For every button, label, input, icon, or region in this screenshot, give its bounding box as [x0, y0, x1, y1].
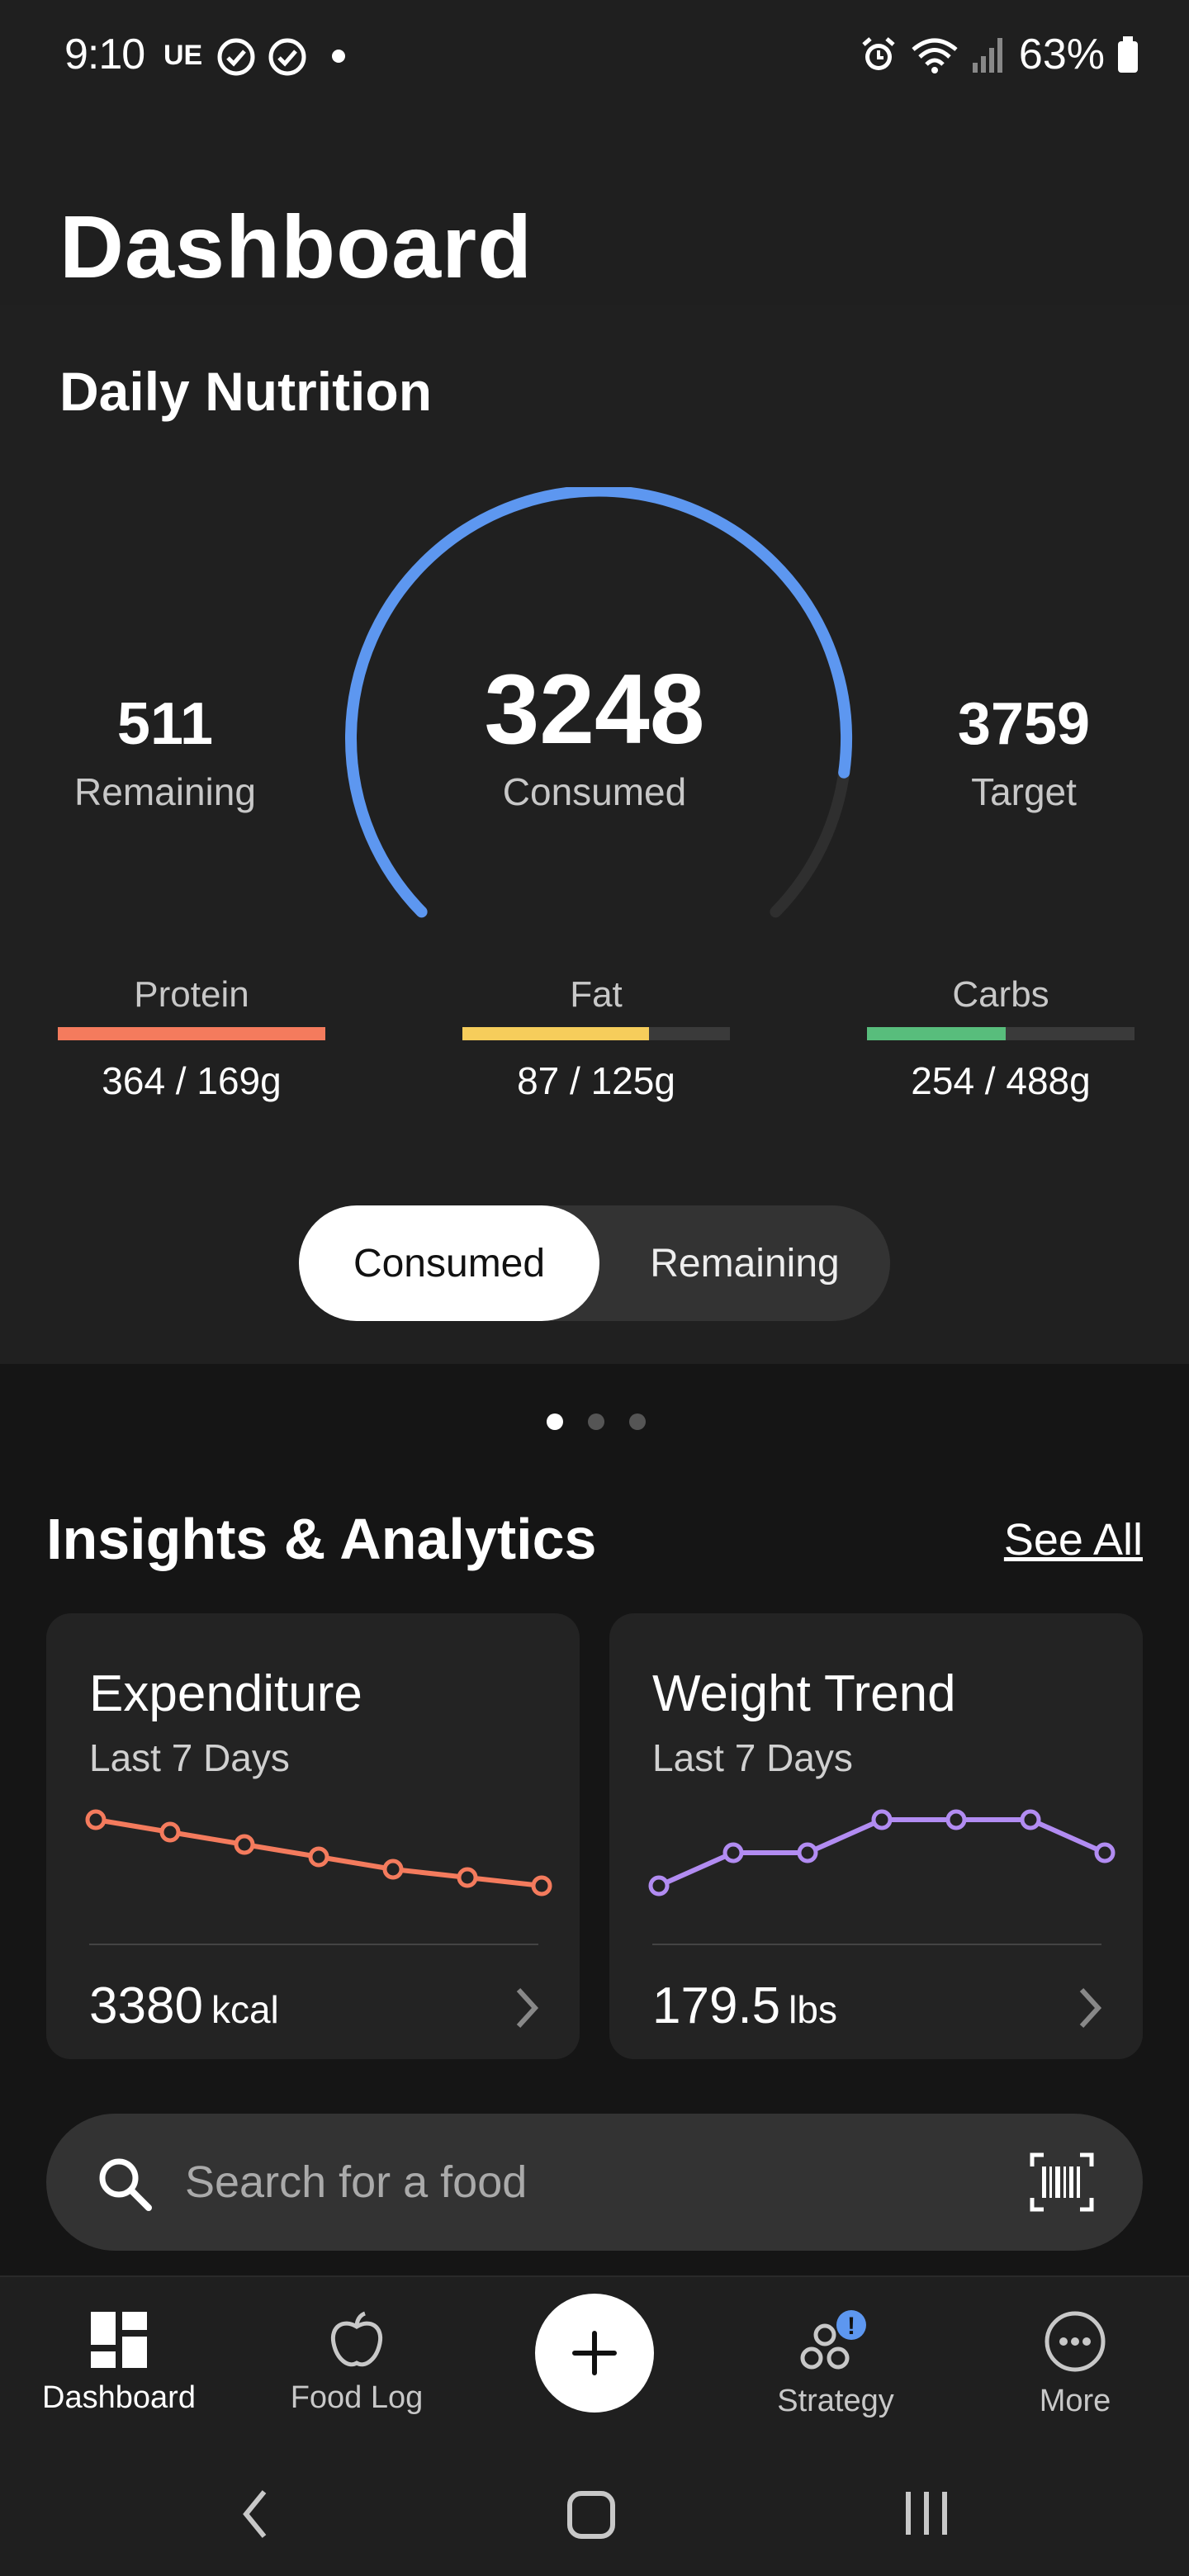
alarm-icon [862, 37, 895, 70]
consumed-remaining-toggle[interactable]: Consumed Remaining [299, 1205, 890, 1321]
pager-dot-1[interactable] [547, 1413, 563, 1430]
sparkline-point [531, 1875, 552, 1896]
toggle-remaining[interactable]: Remaining [650, 1241, 840, 1286]
wifi-icon [912, 38, 958, 73]
nav-more[interactable]: More [976, 2310, 1174, 2419]
signal-icon [972, 38, 1002, 73]
weight-value: 179.5 [652, 1977, 781, 2034]
weight-trend-sparkline [648, 1809, 1116, 1896]
pager-dot-2[interactable] [588, 1413, 604, 1430]
weight-trend-title: Weight Trend [652, 1665, 956, 1722]
sparkline-point [1094, 1842, 1116, 1863]
card-divider [652, 1944, 1101, 1945]
dashboard-icon [91, 2312, 147, 2368]
nav-strategy[interactable]: ! Strategy [737, 2310, 935, 2419]
macro-fat-bar [462, 1027, 730, 1040]
see-all-link[interactable]: See All [1003, 1515, 1143, 1565]
strategy-badge-text: ! [847, 2313, 855, 2340]
macro-carbs-label: Carbs [952, 974, 1049, 1015]
sparkline-point [234, 1834, 255, 1855]
system-home-icon[interactable] [566, 2490, 616, 2540]
chevron-right-icon [1079, 1987, 1102, 2029]
page-title: Dashboard [59, 197, 533, 296]
expenditure-card[interactable]: Expenditure Last 7 Days 3380 kcal [46, 1613, 580, 2059]
remaining-label: Remaining [74, 770, 256, 813]
weight-trend-card[interactable]: Weight Trend Last 7 Days 179.5 lbs [609, 1613, 1143, 2059]
expenditure-subtitle: Last 7 Days [89, 1736, 290, 1779]
target-label: Target [971, 770, 1077, 813]
system-back-icon[interactable] [239, 2485, 272, 2543]
consumed-value: 3248 [484, 654, 705, 765]
daily-nutrition-card[interactable] [0, 305, 1189, 1364]
expenditure-sparkline [85, 1809, 552, 1896]
chevron-right-icon [516, 1987, 539, 2029]
battery-icon [1118, 36, 1138, 73]
apple-icon [330, 2311, 383, 2367]
toggle-consumed[interactable]: Consumed [299, 1205, 599, 1321]
bottom-nav: Dashboard Food Log ! Strategy More [0, 2275, 1189, 2576]
header [0, 116, 1189, 305]
sparkline-point [648, 1875, 670, 1896]
notification-dot-icon [332, 50, 345, 63]
sparkline-point [159, 1821, 181, 1843]
daily-nutrition-title: Daily Nutrition [59, 361, 433, 422]
consumed-label: Consumed [502, 770, 687, 813]
target-value: 3759 [957, 691, 1091, 757]
search-input[interactable] [185, 2114, 994, 2251]
calorie-ring [345, 487, 852, 918]
status-time: 9:10 [64, 31, 145, 78]
macro-carbs-value: 254 / 488g [911, 1059, 1091, 1102]
weight-value-row: 179.5 lbs [652, 1977, 837, 2035]
macro-protein-bar [58, 1027, 325, 1040]
macro-fat-value: 87 / 125g [517, 1059, 675, 1102]
strategy-icon: ! [800, 2310, 866, 2370]
sparkline-point [457, 1867, 478, 1888]
expenditure-value: 3380 [89, 1977, 203, 2034]
nav-food-log-label: Food Log [290, 2380, 424, 2415]
nav-more-label: More [1039, 2384, 1111, 2418]
sparkline-point [308, 1846, 329, 1868]
macro-fat-label: Fat [570, 974, 623, 1015]
sparkline-point [382, 1859, 404, 1880]
battery-percent: 63% [1018, 31, 1105, 78]
nav-strategy-label: Strategy [777, 2384, 894, 2418]
macro-protein-value: 364 / 169g [102, 1059, 282, 1102]
nav-dashboard[interactable]: Dashboard [20, 2310, 218, 2416]
weight-trend-subtitle: Last 7 Days [652, 1736, 853, 1779]
nav-dashboard-label: Dashboard [42, 2380, 196, 2415]
macro-protein-label: Protein [134, 974, 249, 1015]
strategy-badge [836, 2310, 866, 2340]
weight-unit: lbs [789, 1988, 837, 2031]
status-right: 63% [859, 30, 1139, 79]
expenditure-title: Expenditure [89, 1665, 362, 1722]
sparkline-point [871, 1809, 893, 1830]
nav-food-log[interactable]: Food Log [258, 2310, 456, 2416]
status-carrier: UE [163, 40, 203, 71]
more-icon [1045, 2311, 1106, 2372]
sparkline-point [722, 1842, 744, 1863]
expenditure-value-row: 3380 kcal [89, 1977, 279, 2035]
pager-dot-3[interactable] [629, 1413, 646, 1430]
add-button[interactable] [535, 2294, 654, 2413]
remaining-value: 511 [116, 691, 214, 757]
card-divider [89, 1944, 538, 1945]
expenditure-unit: kcal [211, 1988, 279, 2031]
check-circle-icons [217, 38, 306, 76]
sparkline-point [1020, 1809, 1041, 1830]
barcode-scan-icon[interactable] [1029, 2152, 1095, 2213]
sparkline-point [85, 1809, 107, 1830]
sparkline-point [797, 1842, 818, 1863]
search-icon [99, 2158, 152, 2211]
macro-carbs-bar [867, 1027, 1135, 1040]
plus-icon [572, 2331, 617, 2375]
system-recents-icon[interactable] [903, 2487, 950, 2540]
insights-title: Insights & Analytics [46, 1507, 597, 1571]
sparkline-point [945, 1809, 967, 1830]
food-search-bar[interactable] [46, 2114, 1143, 2251]
